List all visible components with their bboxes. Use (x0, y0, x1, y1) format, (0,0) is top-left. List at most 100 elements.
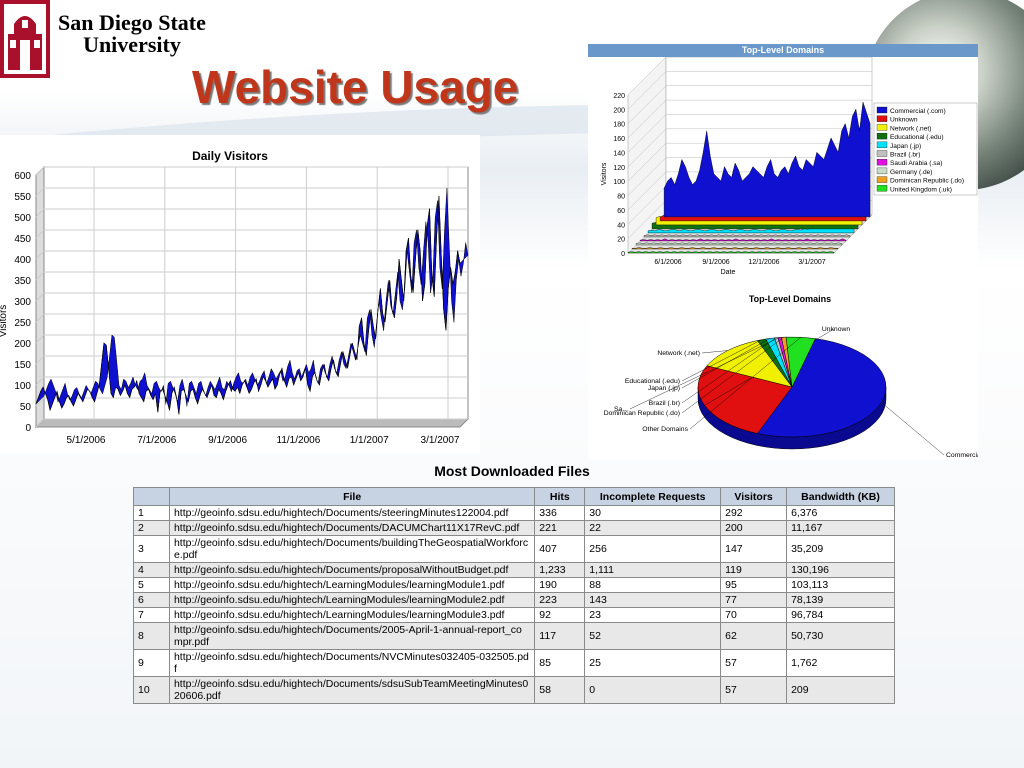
file-url-cell[interactable]: http://geoinfo.sdsu.edu/hightech/Documen… (168, 649, 536, 677)
file-url-cell[interactable]: http://geoinfo.sdsu.edu/hightech/Documen… (168, 676, 536, 704)
file-url-cell[interactable]: http://geoinfo.sdsu.edu/hightech/Learnin… (168, 577, 536, 593)
legend-swatch (876, 141, 888, 148)
file-url-cell[interactable]: http://geoinfo.sdsu.edu/hightech/Documen… (168, 520, 536, 536)
table-cell: 6 (133, 592, 170, 608)
table-cell: 143 (584, 592, 722, 608)
x-tick-label: 11/1/2006 (277, 435, 321, 446)
legend-label: Unknown (890, 117, 918, 124)
tld-grid-wall (627, 186, 667, 225)
table-cell: 103,113 (786, 577, 895, 593)
legend-swatch (876, 115, 888, 122)
legend-swatch (876, 124, 888, 131)
pie-label: Commercial (.com) (946, 452, 978, 459)
pie-label-line (681, 337, 777, 404)
grid-line-wall (35, 208, 45, 218)
table-cell: 1,762 (786, 649, 895, 677)
university-line-1: San Diego State (58, 10, 206, 35)
pie-title: Top-Level Domains (749, 294, 831, 304)
table-cell: 25 (584, 649, 722, 677)
file-url-cell[interactable]: http://geoinfo.sdsu.edu/hightech/Documen… (168, 622, 536, 650)
table-cell: 1,111 (584, 562, 722, 578)
tld-panel-header: Top-Level Domains (588, 44, 978, 57)
table-header-5: Bandwidth (KB) (786, 487, 895, 506)
tld-grid-wall (627, 99, 667, 139)
legend-swatch (876, 167, 888, 175)
table-cell: 10 (133, 676, 170, 704)
table-cell: 6,376 (786, 505, 895, 521)
file-url-cell[interactable]: http://geoinfo.sdsu.edu/hightech/Learnin… (168, 592, 536, 608)
downloads-table: File Hits Incomplete Requests Visitors Bandw… (133, 487, 895, 704)
file-url-cell[interactable]: http://geoinfo.sdsu.edu/hightech/Documen… (168, 562, 536, 578)
tld-y-tick-label: 20 (617, 237, 625, 244)
file-url-cell[interactable]: http://geoinfo.sdsu.edu/hightech/Learnin… (168, 607, 536, 623)
table-header-2: Hits (534, 487, 586, 506)
pie-label-line (629, 337, 780, 410)
grid-line-wall (35, 271, 45, 281)
table-header-row: File Hits Incomplete Requests Visitors Bandw… (133, 487, 895, 506)
y-tick-label: 600 (14, 171, 31, 182)
pie-slice (756, 338, 887, 438)
x-tick-label: 9/1/2006 (208, 435, 247, 446)
pie-label: Unknown (822, 326, 851, 333)
table-row: 9 http://geoinfo.sdsu.edu/hightech/Docume… (133, 649, 895, 677)
tld-y-tick-label: 80 (617, 194, 625, 201)
table-cell: 1,233 (534, 562, 586, 578)
tld-x-tick-label: 9/1/2006 (702, 259, 729, 266)
tld-legend (873, 102, 978, 196)
table-cell: 407 (534, 535, 586, 563)
table-cell: 0 (584, 676, 722, 704)
daily-visitors-panel: Daily Visitors Visitors 0 50 100 150 200 250 300… (0, 135, 480, 453)
file-url-cell[interactable]: http://geoinfo.sdsu.edu/hightech/Documen… (168, 505, 536, 521)
pie-label-line (681, 339, 762, 382)
table-cell: 5 (133, 577, 170, 593)
y-tick-label: 500 (14, 213, 31, 224)
tld-y-tick-label: 160 (613, 136, 625, 143)
grid-line-wall (35, 292, 45, 302)
table-cell: 96,784 (786, 607, 895, 623)
table-header-1: File (168, 487, 536, 506)
pie-label-line (701, 350, 728, 354)
table-cell: 292 (720, 505, 788, 521)
legend-label: Saudi Arabia (.sa) (890, 160, 942, 167)
table-cell: 77 (720, 592, 788, 608)
tld-x-axis-label: Date (721, 269, 736, 276)
grid-line-wall (35, 397, 45, 407)
table-row: 3 http://geoinfo.sdsu.edu/hightech/Docume… (133, 535, 895, 563)
tld-x-tick-label: 3/1/2007 (798, 259, 825, 266)
legend-label: United Kingdom (.uk) (890, 186, 952, 193)
x-tick-label: 3/1/2007 (421, 435, 460, 446)
grid-line-wall (35, 313, 45, 323)
grid-line-wall (35, 229, 45, 239)
sdsu-logo (0, 0, 50, 78)
pie-label: Educational (.edu) (625, 378, 680, 385)
y-tick-label: 400 (14, 255, 31, 266)
university-name: San Diego State University (58, 12, 206, 56)
legend-label: Brazil (.br) (890, 152, 920, 159)
table-cell: 7 (133, 607, 170, 623)
grid-line-wall (35, 166, 45, 176)
tld-grid-wall (627, 200, 667, 239)
y-tick-label: 450 (14, 234, 31, 245)
x-tick-label: 7/1/2006 (137, 435, 176, 446)
table-cell: 209 (786, 676, 895, 704)
table-cell: 62 (720, 622, 788, 650)
tld-y-tick-label: 0 (621, 251, 625, 258)
table-body: 1 http://geoinfo.sdsu.edu/hightech/Docume… (133, 505, 895, 704)
table-cell: 35,209 (786, 535, 895, 563)
legend-label: Network (.net) (890, 125, 931, 132)
tld-grid-wall (627, 128, 667, 167)
table-cell: 58 (534, 676, 586, 704)
table-header-0 (133, 487, 170, 506)
table-cell: 4 (133, 562, 170, 578)
table-cell: 3 (133, 535, 170, 563)
tld-grid-wall (627, 56, 667, 96)
tld-series-ribbon (627, 251, 835, 254)
table-title: Most Downloaded Files (434, 463, 590, 479)
file-url-cell[interactable]: http://geoinfo.sdsu.edu/hightech/Documen… (168, 535, 536, 563)
tld-grid-wall (627, 71, 667, 110)
table-cell: 92 (534, 607, 586, 623)
table-cell: 70 (720, 607, 788, 623)
table-cell: 11,167 (786, 520, 895, 536)
tld-charts: Daily Top-Level Domains02040608010012014… (601, 56, 1003, 459)
table-cell: 256 (584, 535, 722, 563)
